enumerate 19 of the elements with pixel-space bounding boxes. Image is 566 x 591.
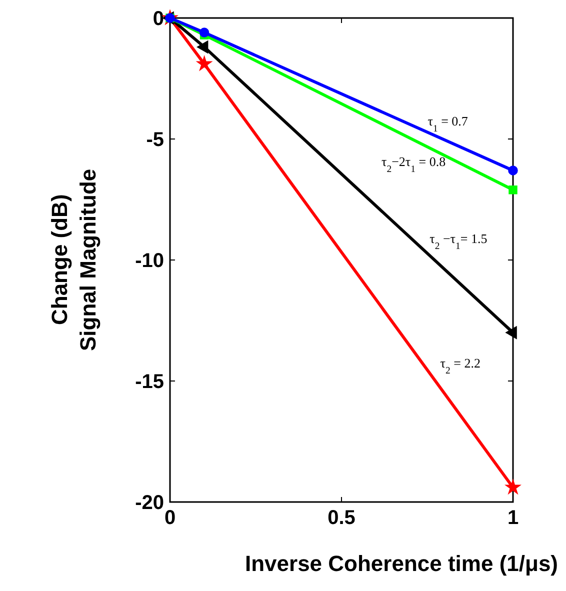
annotation: τ$_{1}$ = 0.7 [428,113,468,134]
y-tick-label: -10 [135,250,164,272]
annotation: τ$_{2}$ = 2.2 [440,355,480,376]
point [197,40,208,54]
point [199,28,210,38]
x-tick-label: 0.5 [328,507,356,529]
x-tick-label: 1 [507,507,519,529]
point [508,185,518,194]
annotation: τ$_{2}$−2τ$_{1}$ = 0.8 [381,154,446,174]
y-tick-label: 0 [152,8,164,30]
annotation: τ$_{2}$ −τ$_{1}$= 1.5 [430,231,488,252]
point [506,480,520,494]
y-tick-label: -20 [135,492,164,514]
y-tick-label: -15 [135,371,164,393]
point [508,166,518,176]
y-axis-title: Signal Magnitude Change (dB) [46,168,102,354]
y-tick-label: -5 [146,129,164,151]
point [196,56,212,70]
x-axis-title: Inverse Coherence time (1/μs) [244,551,558,576]
